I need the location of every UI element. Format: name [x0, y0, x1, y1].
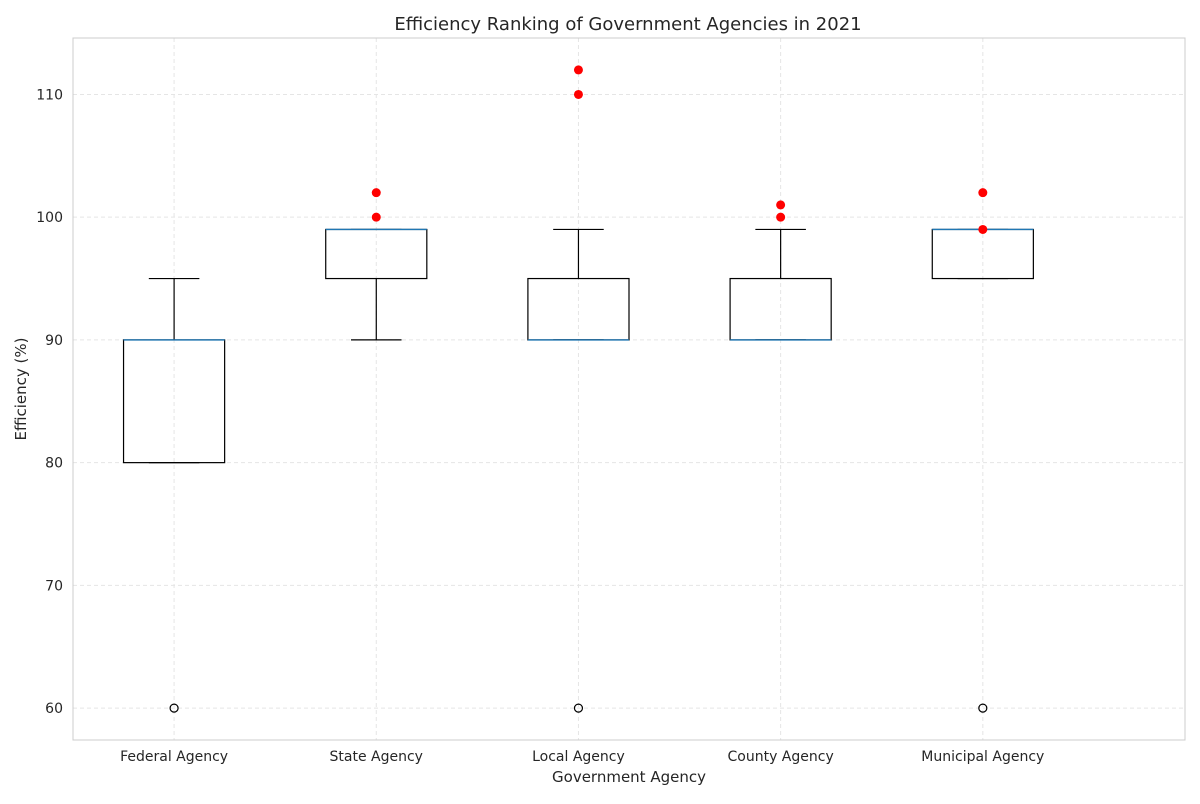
- outlier-point: [169, 703, 179, 713]
- plot-frame: [72, 37, 1186, 741]
- highlight-point: [573, 65, 583, 75]
- highlight-point: [573, 89, 583, 99]
- box-group: [729, 228, 832, 341]
- highlight-point: [776, 200, 786, 210]
- box-iqr: [729, 277, 832, 341]
- y-tick-label: 70: [45, 578, 63, 594]
- x-axis-label: Government Agency: [552, 768, 706, 786]
- grid-lines: [73, 38, 1185, 740]
- y-tick-label: 90: [45, 333, 63, 349]
- y-tick-label: 100: [36, 210, 63, 226]
- y-tick-label: 110: [36, 87, 63, 103]
- x-tick-label: County Agency: [728, 749, 834, 765]
- outlier-point: [573, 703, 584, 713]
- x-tick-label: Municipal Agency: [921, 749, 1044, 765]
- x-tick-label: Federal Agency: [120, 749, 228, 765]
- highlight-point: [371, 212, 381, 222]
- y-axis-label: Efficiency (%): [12, 338, 30, 441]
- highlight-point: [978, 224, 988, 234]
- chart-title: Efficiency Ranking of Government Agencie…: [394, 14, 861, 35]
- box-group: [527, 228, 630, 713]
- x-tick-label: Local Agency: [532, 749, 625, 765]
- box-group: [931, 228, 1034, 713]
- box-iqr: [527, 277, 630, 341]
- highlight-points: [371, 65, 988, 234]
- y-tick-label: 80: [45, 456, 63, 472]
- highlight-point: [776, 212, 786, 222]
- highlight-point: [371, 188, 381, 198]
- boxes: [122, 228, 1034, 713]
- highlight-point: [978, 188, 988, 198]
- x-tick-label: State Agency: [330, 749, 423, 765]
- box-group: [122, 277, 226, 713]
- tick-labels: 60 70 80 90 100 110 Federal Agency State Agency…: [36, 87, 1044, 765]
- box-group: [325, 228, 428, 341]
- outlier-point: [978, 703, 988, 713]
- y-tick-label: 60: [45, 701, 63, 717]
